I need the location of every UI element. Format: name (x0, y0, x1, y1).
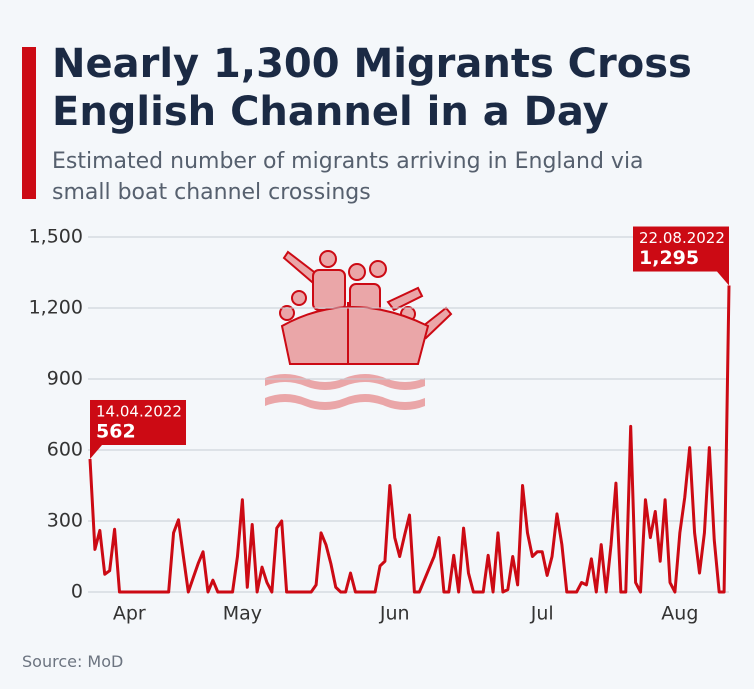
accent-bar (22, 47, 36, 199)
data-line (88, 285, 731, 594)
data-label: 562 (96, 420, 136, 442)
y-tick-label: 600 (47, 439, 83, 461)
callout-pointer (90, 444, 102, 459)
x-tick-label: May (223, 603, 262, 625)
x-tick-label: Jun (379, 603, 410, 625)
x-tick-label: Apr (113, 603, 146, 625)
data-label: 1,295 (639, 247, 699, 269)
x-tick-label: Aug (661, 603, 698, 625)
x-tick-label: Jul (530, 603, 554, 625)
y-tick-label: 0 (71, 581, 83, 603)
y-tick-label: 1,500 (29, 226, 83, 248)
callout-box (633, 226, 729, 272)
source: Source: MoD (22, 652, 124, 671)
callout-date: 22.08.2022 (639, 229, 725, 247)
y-tick-label: 300 (47, 510, 83, 532)
boat-icon (265, 250, 453, 410)
y-tick-label: 1,200 (29, 297, 83, 319)
callout-date: 14.04.2022 (96, 402, 182, 420)
callout-pointer (717, 271, 729, 286)
chart-title: Nearly 1,300 Migrants Cross English Chan… (52, 41, 692, 135)
chart-subtitle: Estimated number of migrants arriving in… (52, 149, 644, 205)
callout-box (90, 399, 186, 445)
y-tick-label: 900 (47, 368, 83, 390)
